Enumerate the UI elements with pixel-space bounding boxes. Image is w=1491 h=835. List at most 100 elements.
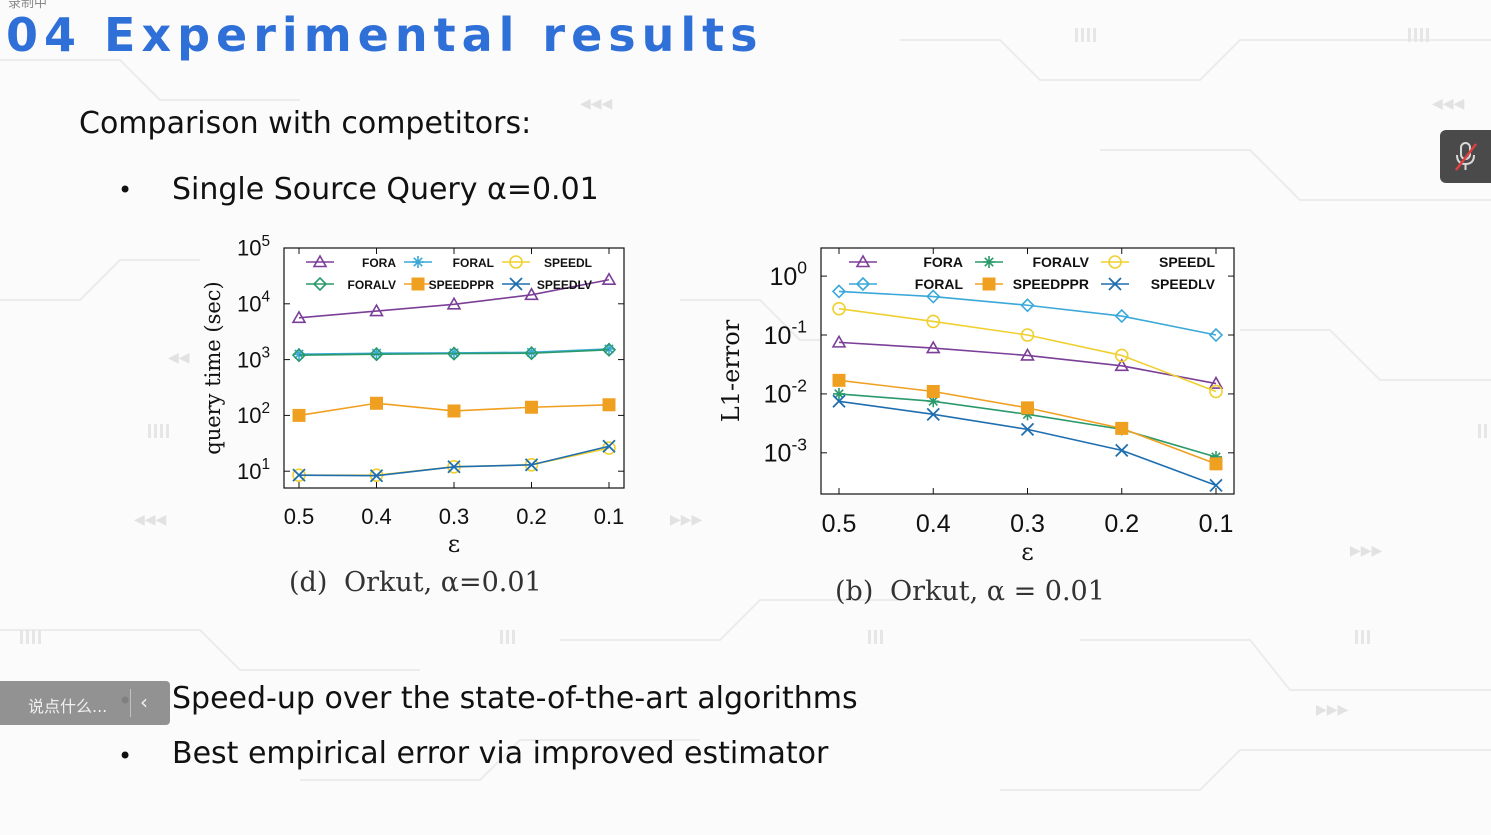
data-point-speedl [1209, 384, 1223, 399]
x-tick-label: 0.1 [594, 504, 625, 529]
legend-marker-foralv [983, 256, 995, 268]
data-point-speedppr [926, 384, 940, 398]
data-point-foralv [291, 348, 307, 363]
legend-label-fora: FORA [923, 254, 963, 270]
series-line-speedl [838, 307, 1217, 393]
bullet-marker: • [118, 176, 133, 204]
data-point-speedl [926, 314, 941, 329]
data-point-foral [831, 284, 847, 299]
data-point-foral [293, 348, 305, 361]
data-point-foral [926, 289, 941, 304]
chat-input-bar[interactable]: 说点什么... ‹ [0, 681, 170, 725]
svg-text:◀◀◀: ◀◀◀ [580, 96, 613, 112]
data-point-speedlv [1115, 443, 1129, 458]
data-point-speedlv [1020, 422, 1035, 437]
data-point-foral [1114, 308, 1129, 324]
y-tick-exponent: 2 [261, 400, 270, 417]
legend-label-speedl: SPEEDL [544, 256, 592, 270]
chart-l1-error: 10-3 10-2 10-1 100 0.5 0.4 0.3 0.2 0.1 ε L1-error F… [717, 247, 1235, 566]
data-point-speedlv [292, 468, 306, 482]
svg-text:▶▶▶: ▶▶▶ [1350, 543, 1383, 559]
data-point-fora [369, 303, 384, 317]
legend-label-fora: FORA [362, 256, 396, 270]
y-tick-label: 10-2 [764, 375, 807, 408]
x-tick-label: 0.4 [916, 510, 951, 538]
data-point-speedppr [292, 408, 306, 422]
mute-microphone-button[interactable] [1440, 130, 1491, 183]
svg-text:◀◀: ◀◀ [168, 350, 190, 366]
bullet-single-source-query: Single Source Query α=0.01 [172, 172, 599, 207]
y-tick-exponent: 3 [261, 344, 270, 361]
data-point-foralv [927, 395, 940, 408]
data-point-speedl [1020, 328, 1035, 342]
chart-query-time: 101 102 103 104 105 0.5 0.4 0.3 0.2 0.1 ε query tim… [201, 233, 625, 558]
data-point-speedppr [602, 398, 616, 412]
svg-text:◀◀◀: ◀◀◀ [1432, 96, 1465, 112]
caption-text: Orkut, α=0.01 [343, 567, 542, 598]
caption-prefix: (b) [835, 576, 874, 607]
plot-frame [820, 247, 1235, 495]
data-point-fora [1020, 347, 1035, 361]
data-point-speedppr [370, 396, 383, 410]
caption-text: Orkut, α = 0.01 [889, 576, 1105, 607]
legend-label-foralv: FORALV [1032, 254, 1089, 270]
legend-label-speedppr: SPEEDPPR [1013, 276, 1089, 292]
legend-marker-fora [855, 254, 871, 268]
data-point-foral [1020, 298, 1035, 313]
data-point-fora [446, 296, 462, 310]
data-point-foralv [601, 342, 617, 357]
legend-marker-speedppr [411, 277, 425, 291]
legend-marker-foral [855, 276, 871, 292]
y-tick-exponent: -2 [791, 375, 807, 395]
legend-marker-speedl [1108, 255, 1122, 269]
legend-marker-fora [312, 254, 328, 268]
chart-l1-error-caption: (b) Orkut, α = 0.01 [835, 576, 1105, 607]
data-point-speedppr [1209, 457, 1223, 471]
legend-marker-speedlv [509, 277, 523, 291]
data-point-speedppr [1021, 401, 1034, 415]
data-point-speedppr [525, 400, 538, 414]
legend-marker-foralv [312, 276, 328, 292]
y-axis-label: query time (sec) [201, 281, 225, 455]
y-tick-label: 10-1 [764, 317, 807, 350]
data-point-foralv [524, 346, 539, 361]
y-tick-exponent: -3 [791, 434, 807, 454]
data-point-fora [1208, 375, 1224, 389]
data-point-foralv [369, 347, 384, 362]
legend-label-speedl: SPEEDL [1159, 254, 1215, 270]
series-line-fora [838, 341, 1217, 385]
chevron-left-icon[interactable]: ‹ [140, 690, 148, 714]
y-tick-label: 102 [237, 400, 270, 428]
bullet-speed-up: Speed-up over the state-of-the-art algor… [172, 681, 858, 716]
x-tick-label: 0.5 [822, 510, 857, 538]
data-point-speedl [1114, 348, 1129, 363]
legend-label-speedppr: SPEEDPPR [429, 278, 495, 292]
x-tick-label: 0.3 [439, 504, 470, 529]
slide-subtitle: Comparison with competitors: [79, 106, 532, 141]
y-tick-label: 105 [237, 233, 270, 261]
data-point-speedlv [832, 394, 846, 408]
recording-indicator: 录制中 [8, 0, 48, 11]
x-tick-label: 0.2 [1104, 510, 1139, 538]
x-axis-label: ε [1021, 538, 1033, 566]
data-point-foralv [833, 387, 845, 400]
data-point-speedlv [369, 469, 384, 483]
legend-label-speedlv: SPEEDLV [537, 278, 592, 292]
data-point-fora [601, 272, 617, 286]
chart-query-time-caption: (d) Orkut, α=0.01 [289, 567, 542, 598]
microphone-muted-icon [1455, 142, 1477, 171]
y-axis-label: L1-error [717, 319, 745, 422]
y-tick-exponent: 1 [261, 456, 270, 473]
data-point-speedppr [1115, 421, 1129, 435]
slide-title: 04 Experimental results [6, 8, 764, 62]
series-line-foral [838, 290, 1217, 336]
data-point-foralv [446, 346, 462, 361]
legend-marker-speedppr [982, 277, 996, 291]
data-point-fora [1114, 358, 1130, 372]
legend-marker-foral [412, 256, 424, 268]
chat-input-placeholder[interactable]: 说点什么... [28, 697, 108, 716]
data-point-speedlv [447, 460, 461, 474]
caption-prefix: (d) [289, 567, 328, 598]
svg-text:◀◀◀: ◀◀◀ [134, 512, 167, 528]
